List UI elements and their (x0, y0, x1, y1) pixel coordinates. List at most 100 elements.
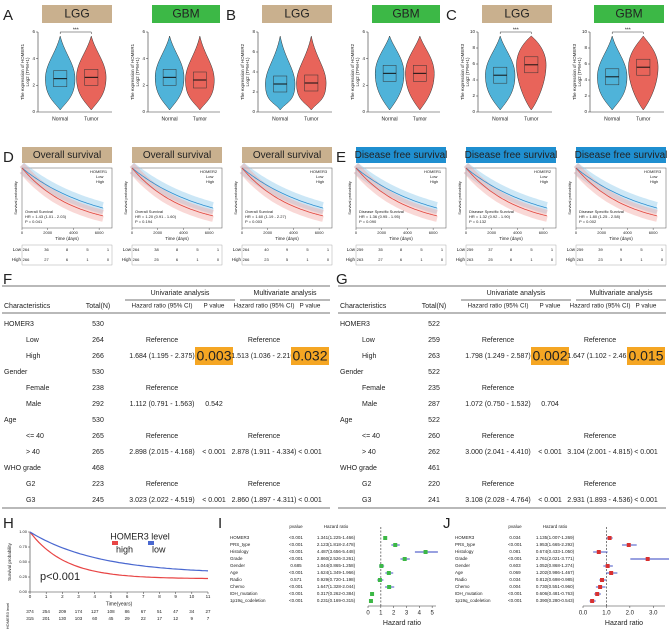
x-tick-label: 5 (430, 611, 434, 617)
y-tick-label: 4 (472, 77, 475, 82)
hr-text: 1.647(1.328-2.044) (317, 584, 356, 589)
x-tick-label: 10 (189, 594, 195, 599)
hr-text: 1.953(1.665-2.292) (536, 542, 575, 547)
x-tick-label: 4 (93, 594, 96, 599)
panel-label: A (3, 7, 13, 24)
stat-text: P = 0.003 (245, 219, 263, 224)
x-tick-label: 1.0 (602, 611, 611, 617)
hr-marker (368, 599, 373, 603)
hr-marker (605, 564, 610, 568)
row-name: IDH_mutation (230, 591, 258, 596)
row-name: G3 (26, 497, 35, 504)
p-value: 0.034 (509, 535, 521, 540)
risk-label: High (566, 257, 576, 262)
panel-label: E (336, 149, 346, 166)
cell: 238 (92, 385, 104, 392)
row-name: HOMER3 (455, 535, 475, 540)
p-value: <0.001 (289, 570, 303, 575)
x-tick-label: 2.0 (626, 611, 635, 617)
legend-high: High (650, 179, 658, 184)
y-axis-label: Survival probability (7, 542, 12, 581)
ci-band (464, 162, 548, 214)
risk-count: 264 (133, 247, 140, 252)
hr-marker (596, 550, 601, 554)
risk-count: 5 (286, 257, 289, 262)
y-tick-label: 6 (472, 61, 475, 66)
risk-count: 38 (154, 247, 159, 252)
risk-count: 130 (59, 616, 67, 621)
y-axis-label: The expression of HOMER2 (350, 43, 355, 100)
x-tick-label: Normal (382, 116, 398, 122)
x-axis-label: Time (days) (389, 236, 413, 241)
risk-count: 6 (400, 257, 403, 262)
plot-title: Overall survival (143, 150, 211, 161)
p-value: <0.001 (289, 584, 303, 589)
sig-bracket (499, 31, 532, 34)
row-name: > 40 (26, 449, 40, 456)
x-tick-label: 0.0 (579, 611, 588, 617)
risk-count: 0 (551, 257, 554, 262)
y-axis-label: Survival probability (233, 181, 238, 215)
risk-title: HOMER3 level (5, 603, 10, 630)
y-tick-label: 10 (582, 29, 588, 34)
x-tick-label: 6000 (649, 230, 659, 235)
y-axis-label: The expression of HOMER3 (460, 43, 465, 100)
group-tag-label: LGG (504, 7, 529, 21)
risk-count: 8 (400, 247, 403, 252)
row-name: Low (26, 337, 40, 344)
row-name: Age (455, 570, 464, 575)
risk-count: 0 (441, 257, 444, 262)
x-tick-label: 2000 (597, 230, 607, 235)
x-tick-label: 2000 (43, 230, 53, 235)
risk-count: 6 (510, 257, 513, 262)
legend-title: HOMER3 (310, 169, 328, 174)
row-name: PRS_type (455, 542, 476, 547)
hr-marker (645, 557, 650, 561)
risk-count: 103 (75, 616, 83, 621)
hr-marker (393, 543, 398, 547)
row-name: IDH_mutation (455, 591, 483, 596)
risk-count: 27 (378, 257, 383, 262)
x-tick-label: 4000 (179, 230, 189, 235)
curve-high (29, 531, 208, 580)
ci-band (240, 162, 324, 214)
y-tick-label: 2 (584, 93, 587, 98)
hr-marker (590, 599, 595, 603)
risk-count: 37 (488, 247, 493, 252)
y-tick-label: 0.00 (19, 589, 28, 594)
header: pvalue (508, 524, 522, 529)
header: Hazard ratio (324, 524, 349, 529)
x-tick-label: Tumor (193, 116, 208, 122)
curve-low (465, 167, 548, 209)
hr-text: 1.052(0.868-1.274) (536, 563, 575, 568)
sig-label: *** (513, 27, 519, 33)
p-value: 0.034 (509, 577, 521, 582)
risk-frame (575, 244, 667, 266)
p-value: <0.001 (289, 549, 303, 554)
x-tick-label: 7 (142, 594, 145, 599)
cell: Reference (248, 337, 280, 344)
cell: 1.684 (1.195 - 2.375) (129, 353, 194, 360)
hr-marker (598, 585, 603, 589)
risk-count: 1 (196, 257, 199, 262)
x-axis-label: Time (days) (499, 236, 523, 241)
row-name: Chemo (455, 584, 470, 589)
y-tick-label: 4 (252, 69, 255, 74)
x-tick-label: Normal (162, 116, 178, 122)
stat-text: Overall Survival (245, 209, 273, 214)
cell: 235 (428, 385, 440, 392)
risk-label: High (232, 257, 242, 262)
header: P value (540, 303, 561, 310)
y-tick-label: 6 (584, 61, 587, 66)
hr-marker (402, 557, 407, 561)
y-tick-label: 2 (142, 83, 145, 88)
y-tick-label: 10 (470, 29, 476, 34)
legend-high: High (316, 179, 324, 184)
stat-text: P = 0.132 (469, 219, 487, 224)
legend-swatch (148, 541, 154, 545)
risk-count: 9 (286, 247, 289, 252)
p-value: <0.001 (289, 542, 303, 547)
plot-frame (575, 167, 667, 229)
highlight (627, 347, 665, 365)
